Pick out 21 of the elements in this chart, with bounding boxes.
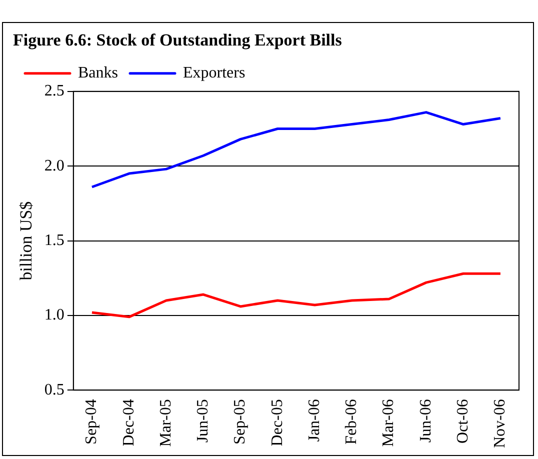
y-tick-label: 1.5 — [44, 232, 64, 249]
x-tick-label: Jun-05 — [194, 399, 212, 443]
y-axis-title: billion US$ — [16, 201, 36, 280]
y-tick-label: 1.0 — [44, 306, 64, 324]
x-tick-label: Sep-05 — [232, 399, 249, 444]
x-tick-label: Oct-06 — [454, 399, 472, 444]
x-tick-label: Sep-04 — [83, 399, 100, 444]
chart-title: Figure 6.6: Stock of Outstanding Export Bills — [13, 30, 342, 50]
x-tick-label: Dec-04 — [120, 399, 138, 446]
y-tick-label: 2.5 — [44, 82, 64, 100]
x-tick-label: Mar-05 — [157, 399, 174, 447]
legend-label: Exporters — [183, 64, 246, 82]
x-tick-label: Dec-05 — [268, 399, 286, 446]
y-tick-label: 0.5 — [44, 381, 64, 398]
y-tick-label: 2.0 — [44, 157, 64, 174]
legend-label: Banks — [78, 64, 118, 82]
x-tick-label: Jun-06 — [417, 399, 434, 443]
x-tick-label: Jan-06 — [306, 399, 323, 442]
x-tick-label: Nov-06 — [492, 399, 509, 448]
x-tick-label: Mar-06 — [380, 399, 398, 447]
x-tick-label: Feb-06 — [343, 399, 360, 444]
